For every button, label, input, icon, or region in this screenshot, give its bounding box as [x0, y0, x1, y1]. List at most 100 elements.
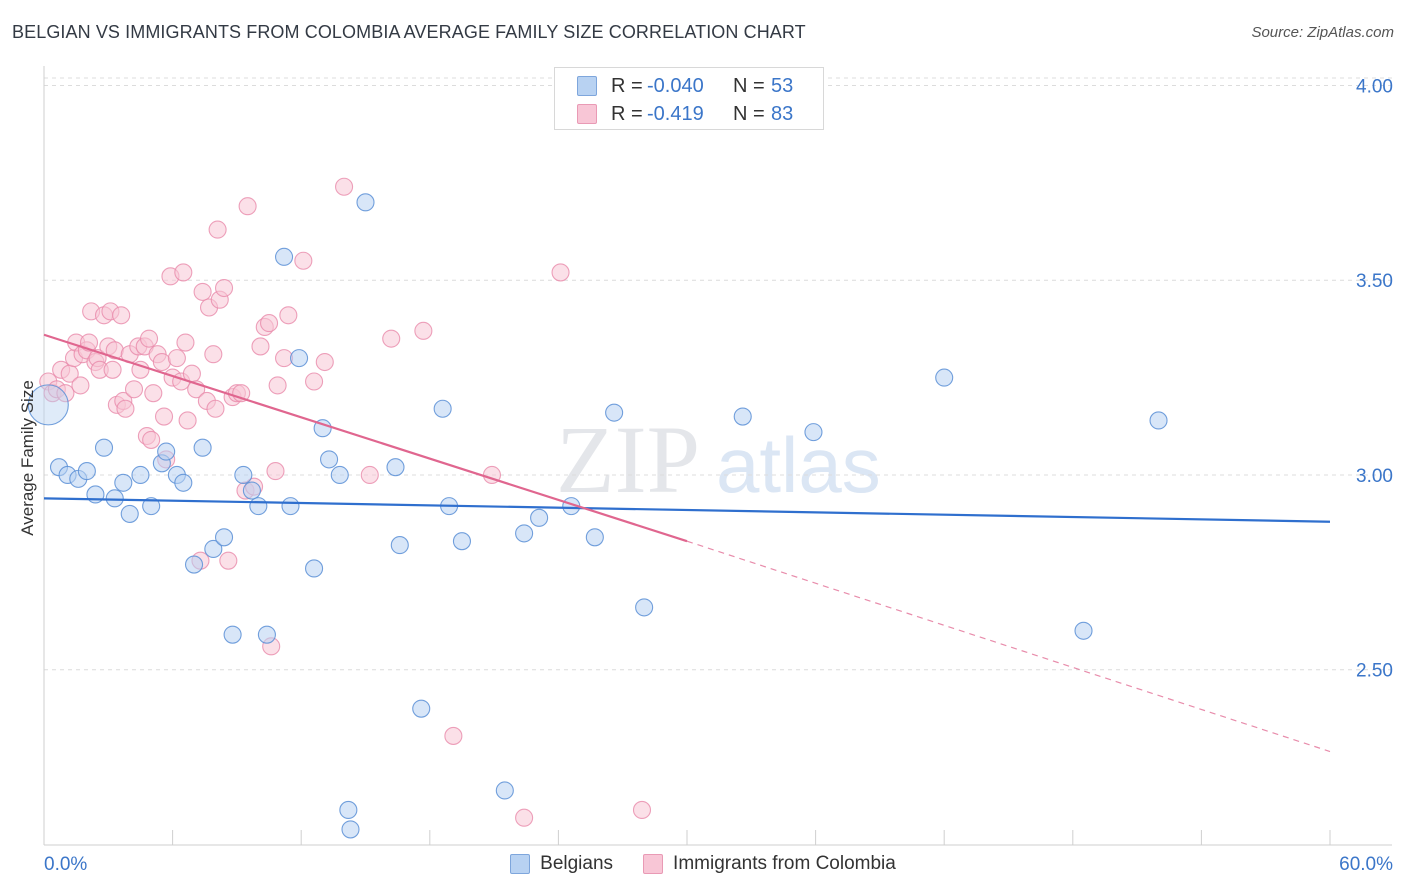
colombia-point: [294, 251, 313, 270]
colombia-point: [551, 263, 570, 282]
belgian-trend-line: [43, 497, 1331, 523]
belgian-point: [1149, 411, 1168, 430]
x-tick-label: 60.0%: [1339, 854, 1393, 875]
colombia-point: [71, 376, 90, 395]
colombia-trend-extension: [686, 540, 1331, 753]
belgian-point: [257, 625, 276, 644]
colombia-point: [174, 263, 193, 282]
colombia-point: [238, 197, 257, 216]
y-tick-label: 2.50: [1356, 661, 1393, 682]
colombia-point: [335, 177, 354, 196]
n-value: 83: [771, 102, 794, 125]
belgian-point: [339, 800, 358, 819]
belgian-point: [131, 465, 150, 485]
belgian-point: [452, 532, 472, 551]
colombia-point: [214, 278, 234, 298]
y-tick-label: 3.00: [1356, 466, 1393, 487]
belgian-point: [386, 458, 405, 477]
belgian-point: [105, 489, 124, 508]
n-value: 53: [771, 74, 794, 97]
colombia-point: [124, 380, 144, 399]
stats-row-colombia: R = -0.419 N = 83: [577, 101, 793, 127]
belgian-point: [174, 473, 193, 492]
colombia-point: [178, 411, 197, 430]
colombia-point: [382, 329, 401, 348]
belgian-point: [305, 559, 324, 578]
r-label: R =: [611, 102, 643, 125]
belgian-point: [341, 820, 360, 839]
belgian-point: [733, 407, 752, 426]
y-tick-label: 4.00: [1356, 76, 1393, 97]
stats-row-belgians: R = -0.040 N = 53: [577, 73, 793, 99]
belgian-point: [935, 368, 954, 387]
belgian-point: [330, 465, 349, 485]
legend-item-colombia[interactable]: Immigrants from Colombia: [643, 853, 896, 875]
colombia-point: [176, 333, 195, 352]
belgian-point: [27, 384, 69, 426]
colombia-point: [139, 329, 159, 348]
axes: [43, 66, 1392, 846]
colombia-point: [116, 399, 135, 418]
colombia-point: [208, 220, 227, 239]
legend-swatch-blue: [510, 854, 531, 874]
x-tick-label: 0.0%: [44, 854, 87, 875]
y-tick-label: 3.50: [1356, 271, 1393, 292]
legend-label-colombia: Immigrants from Colombia: [673, 853, 896, 874]
watermark-atlas: atlas: [716, 421, 881, 509]
belgian-point: [234, 465, 253, 485]
belgian-point: [204, 539, 223, 559]
colombia-point: [193, 282, 212, 301]
colombia-point: [144, 384, 163, 403]
colombia-point: [305, 372, 324, 391]
colombia-point: [131, 360, 150, 379]
belgian-point: [605, 403, 624, 422]
belgian-point: [1074, 621, 1093, 640]
belgian-point: [214, 528, 234, 547]
belgian-point: [412, 699, 431, 718]
legend-item-belgians[interactable]: Belgians: [510, 853, 613, 875]
n-label: N =: [733, 102, 765, 125]
gridlines: [44, 77, 1392, 671]
belgian-point: [290, 349, 309, 368]
belgian-point: [120, 504, 139, 523]
colombia-point: [206, 399, 225, 418]
colombia-point: [167, 349, 186, 368]
r-label: R =: [611, 74, 643, 97]
colombia-point: [444, 726, 463, 745]
belgian-point: [320, 450, 339, 469]
colombia-point: [414, 321, 433, 340]
legend-label-belgians: Belgians: [540, 853, 614, 874]
belgian-point: [804, 423, 823, 442]
belgian-point: [585, 528, 604, 547]
belgian-point: [281, 497, 300, 516]
belgian-point: [275, 247, 294, 266]
colombia-point: [315, 352, 334, 372]
legend: Belgians Immigrants from Colombia: [0, 850, 1406, 878]
y-axis-title: Average Family Size: [18, 380, 37, 536]
colombia-point: [275, 349, 294, 368]
belgian-point: [94, 438, 114, 457]
belgian-point: [142, 497, 161, 516]
belgian-point: [249, 497, 268, 516]
belgian-point: [223, 625, 242, 644]
watermark-zip: ZIP: [556, 406, 700, 513]
belgian-points: [27, 193, 1168, 839]
colombia-point: [360, 465, 379, 485]
r-value: -0.419: [647, 102, 704, 125]
belgian-point: [77, 462, 96, 481]
colombia-point: [103, 360, 122, 379]
colombia-point: [632, 800, 652, 819]
legend-swatch-pink: [643, 854, 664, 874]
belgian-point: [193, 438, 212, 457]
belgian-point: [530, 508, 549, 527]
r-value: -0.040: [647, 74, 704, 97]
belgian-point: [356, 193, 375, 212]
belgian-point: [515, 524, 534, 543]
chart-title: BELGIAN VS IMMIGRANTS FROM COLOMBIA AVER…: [12, 22, 806, 42]
colombia-point: [266, 462, 285, 481]
colombia-point: [219, 551, 238, 570]
stats-swatch-pink: [577, 104, 597, 124]
colombia-point: [259, 314, 279, 333]
source-label: Source: ZipAtlas.com: [1251, 24, 1394, 41]
